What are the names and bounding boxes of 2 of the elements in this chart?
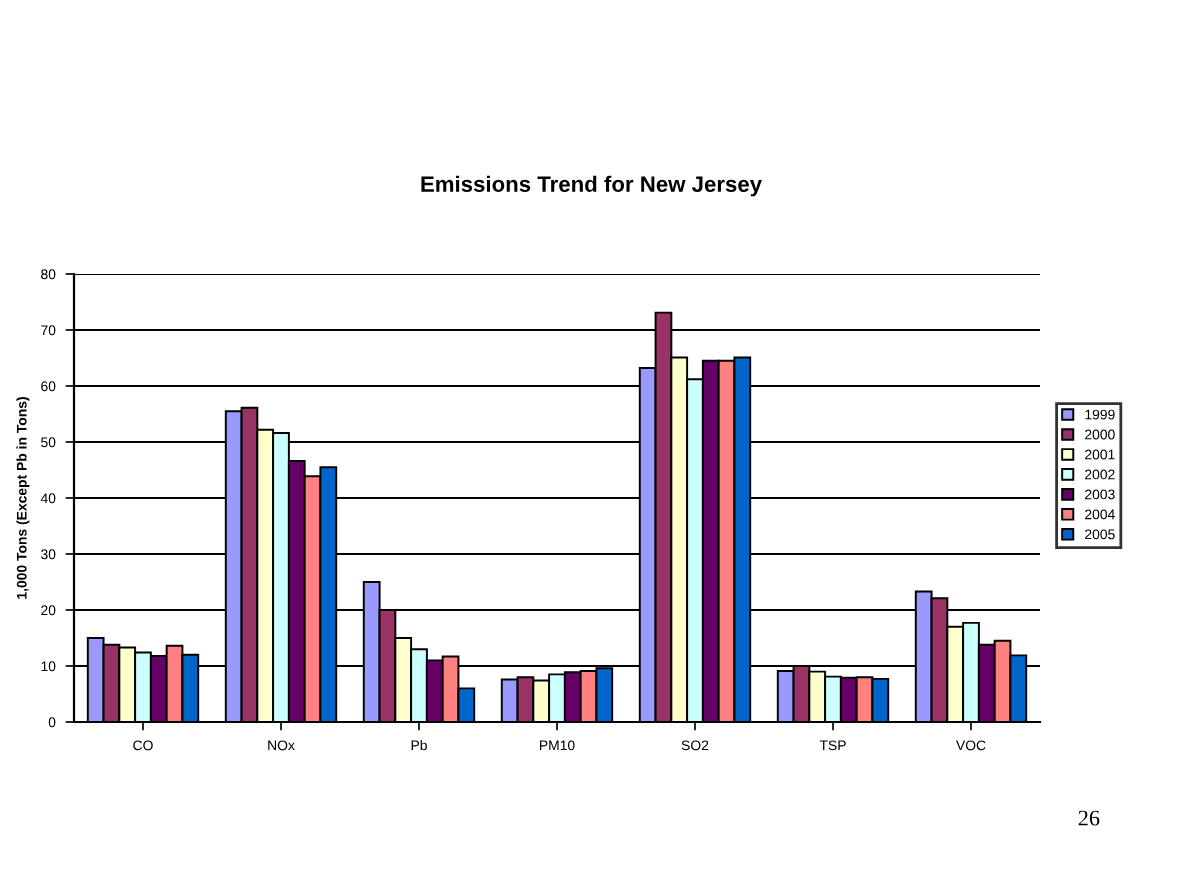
- text: 26: [1078, 810, 1100, 826]
- chart-title: Emissions Trend for New Jersey: [421, 175, 762, 197]
